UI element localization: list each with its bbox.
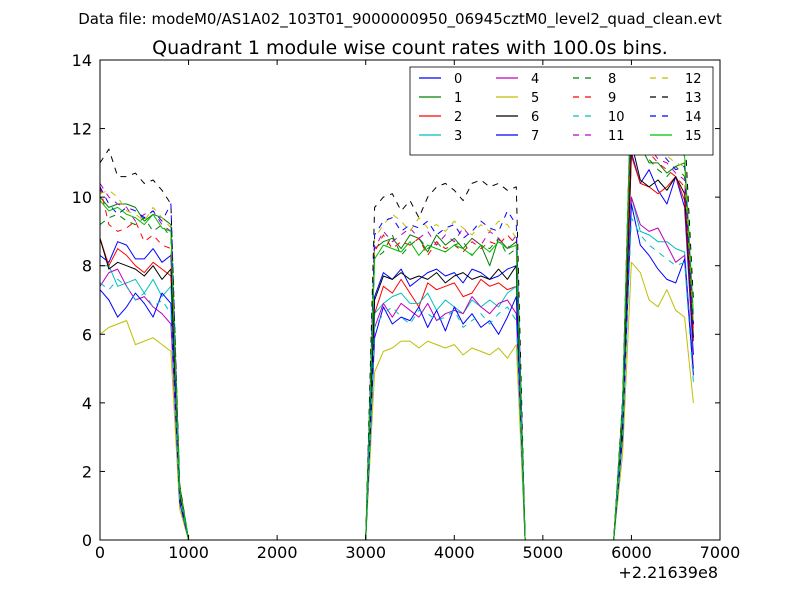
legend-label-2: 2 <box>454 110 462 125</box>
legend-label-10: 10 <box>608 110 625 125</box>
legend-label-11: 11 <box>608 129 625 144</box>
legend-label-4: 4 <box>531 72 539 87</box>
legend-label-0: 0 <box>454 72 462 87</box>
x-tick-label: 6000 <box>611 543 652 562</box>
series-line-1 <box>99 97 694 541</box>
series-line-0 <box>99 152 694 541</box>
legend-label-12: 12 <box>685 72 702 87</box>
legend-label-7: 7 <box>531 129 539 144</box>
series-line-10 <box>99 217 694 541</box>
legend-label-3: 3 <box>454 129 462 144</box>
chart-title: Quadrant 1 module wise count rates with … <box>152 37 668 59</box>
series-line-7 <box>99 203 694 541</box>
y-tick-label: 0 <box>82 531 92 550</box>
x-axis-offset-label: +2.21639e8 <box>618 563 718 582</box>
figure-suptitle: Data file: modeM0/AS1A02_103T01_90000009… <box>78 10 722 29</box>
series-line-11 <box>99 93 694 541</box>
y-tick-label: 14 <box>72 51 92 70</box>
y-tick-label: 2 <box>82 462 92 481</box>
legend-label-13: 13 <box>685 91 702 106</box>
legend-label-5: 5 <box>531 91 539 106</box>
legend-label-6: 6 <box>531 110 539 125</box>
x-tick-label: 5000 <box>522 543 563 562</box>
axes-frame <box>99 59 721 541</box>
x-tick-label: 3000 <box>345 543 386 562</box>
series-line-2 <box>99 155 694 541</box>
series-line-8 <box>99 114 694 541</box>
legend-label-9: 9 <box>608 91 616 106</box>
series-line-5 <box>99 261 694 541</box>
y-tick-label: 8 <box>82 257 92 276</box>
series-line-9 <box>99 110 694 541</box>
legend-label-14: 14 <box>685 110 702 125</box>
x-tick-label: 0 <box>95 543 105 562</box>
x-tick-label: 1000 <box>168 543 209 562</box>
x-tick-label: 4000 <box>434 543 475 562</box>
x-tick-label: 7000 <box>700 543 741 562</box>
series-line-6 <box>99 141 694 541</box>
legend-label-8: 8 <box>608 72 616 87</box>
y-tick-label: 12 <box>72 120 92 139</box>
x-tick-label: 2000 <box>257 543 298 562</box>
legend-label-15: 15 <box>685 129 702 144</box>
y-tick-label: 10 <box>72 188 92 207</box>
legend-frame <box>409 66 714 156</box>
y-tick-label: 4 <box>82 394 92 413</box>
series-line-3 <box>100 196 694 541</box>
series-line-4 <box>99 196 694 541</box>
legend-label-1: 1 <box>454 91 462 106</box>
y-tick-label: 6 <box>82 325 92 344</box>
